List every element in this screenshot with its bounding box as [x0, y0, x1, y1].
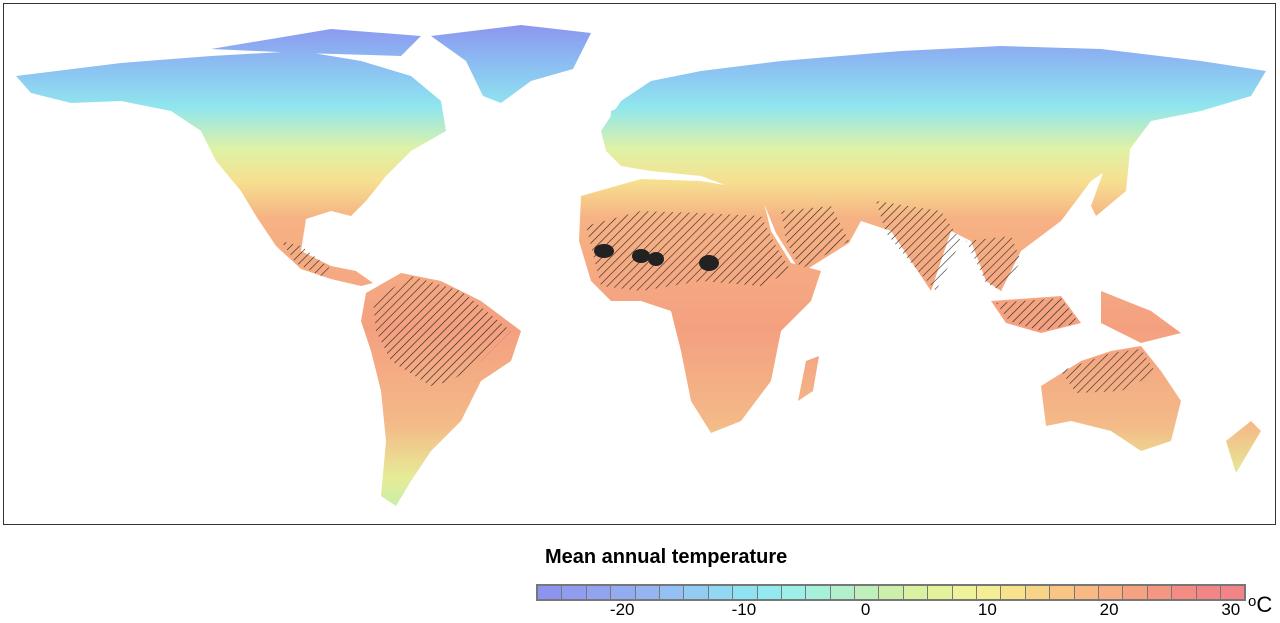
legend-bin — [1123, 586, 1147, 599]
black-blob-4 — [699, 255, 719, 271]
legend-bin — [684, 586, 708, 599]
world-map — [3, 3, 1276, 525]
legend-bin — [1098, 586, 1123, 599]
legend-bin — [538, 586, 562, 599]
legend-tick-label: 20 — [1099, 600, 1119, 619]
legend-bin — [1196, 586, 1220, 599]
legend-title: Mean annual temperature — [545, 546, 788, 568]
legend-bin — [562, 586, 586, 599]
legend-bin — [708, 586, 733, 599]
legend-bin — [928, 586, 952, 599]
hatched-regions — [281, 201, 1156, 393]
legend-tick-label: -20 — [609, 600, 635, 619]
black-blob-2 — [632, 249, 650, 263]
black-blob-3 — [648, 252, 664, 266]
legend-bin — [611, 586, 635, 599]
hatch-australia — [1061, 349, 1156, 393]
legend-bin — [855, 586, 879, 599]
legend-bin — [1147, 586, 1172, 599]
color-scale-bar — [536, 584, 1247, 601]
degree-symbol: o — [1248, 593, 1257, 610]
hatch-amazon — [373, 276, 511, 386]
legend-tick-label: 10 — [977, 600, 997, 619]
black-blob-1 — [594, 244, 614, 258]
north-america — [16, 51, 446, 286]
legend-tick-label: -10 — [731, 600, 757, 619]
legend-bin — [903, 586, 928, 599]
legend-bin — [659, 586, 684, 599]
hatch-se-asia — [966, 236, 1021, 291]
hatch-arabia — [781, 206, 849, 269]
legend-bin — [586, 586, 611, 599]
hatch-sahel — [586, 211, 791, 291]
eurasia — [601, 46, 1266, 291]
uk — [609, 105, 629, 136]
legend-unit: oC — [1248, 592, 1272, 618]
new-zealand — [1226, 421, 1261, 473]
indonesia-east — [1101, 291, 1181, 343]
sahara-black-regions — [594, 244, 719, 271]
arctic-islands — [211, 29, 421, 56]
legend-bin — [830, 586, 855, 599]
world-temperature-map-svg — [16, 25, 1266, 506]
unit-label: C — [1256, 592, 1273, 617]
hatch-central-america — [281, 241, 331, 276]
legend-bin — [757, 586, 781, 599]
greenland — [431, 25, 591, 103]
legend-bin — [977, 586, 1001, 599]
legend-bin — [952, 586, 977, 599]
legend-bin — [1050, 586, 1074, 599]
legend-bin — [733, 586, 757, 599]
legend-tick-label: 0 — [860, 600, 871, 619]
legend-bin — [879, 586, 903, 599]
legend-bin — [1001, 586, 1025, 599]
madagascar — [798, 356, 819, 401]
japan — [1091, 141, 1131, 216]
legend-bin — [635, 586, 659, 599]
legend-bin — [806, 586, 830, 599]
legend-bin — [1220, 586, 1245, 599]
legend-bin — [1074, 586, 1098, 599]
legend-bin — [1025, 586, 1050, 599]
legend-tick-label: 30 — [1221, 600, 1241, 619]
hatch-india — [876, 201, 961, 291]
hatch-indonesia — [996, 298, 1079, 331]
legend-bin — [781, 586, 806, 599]
legend-bin — [1172, 586, 1196, 599]
